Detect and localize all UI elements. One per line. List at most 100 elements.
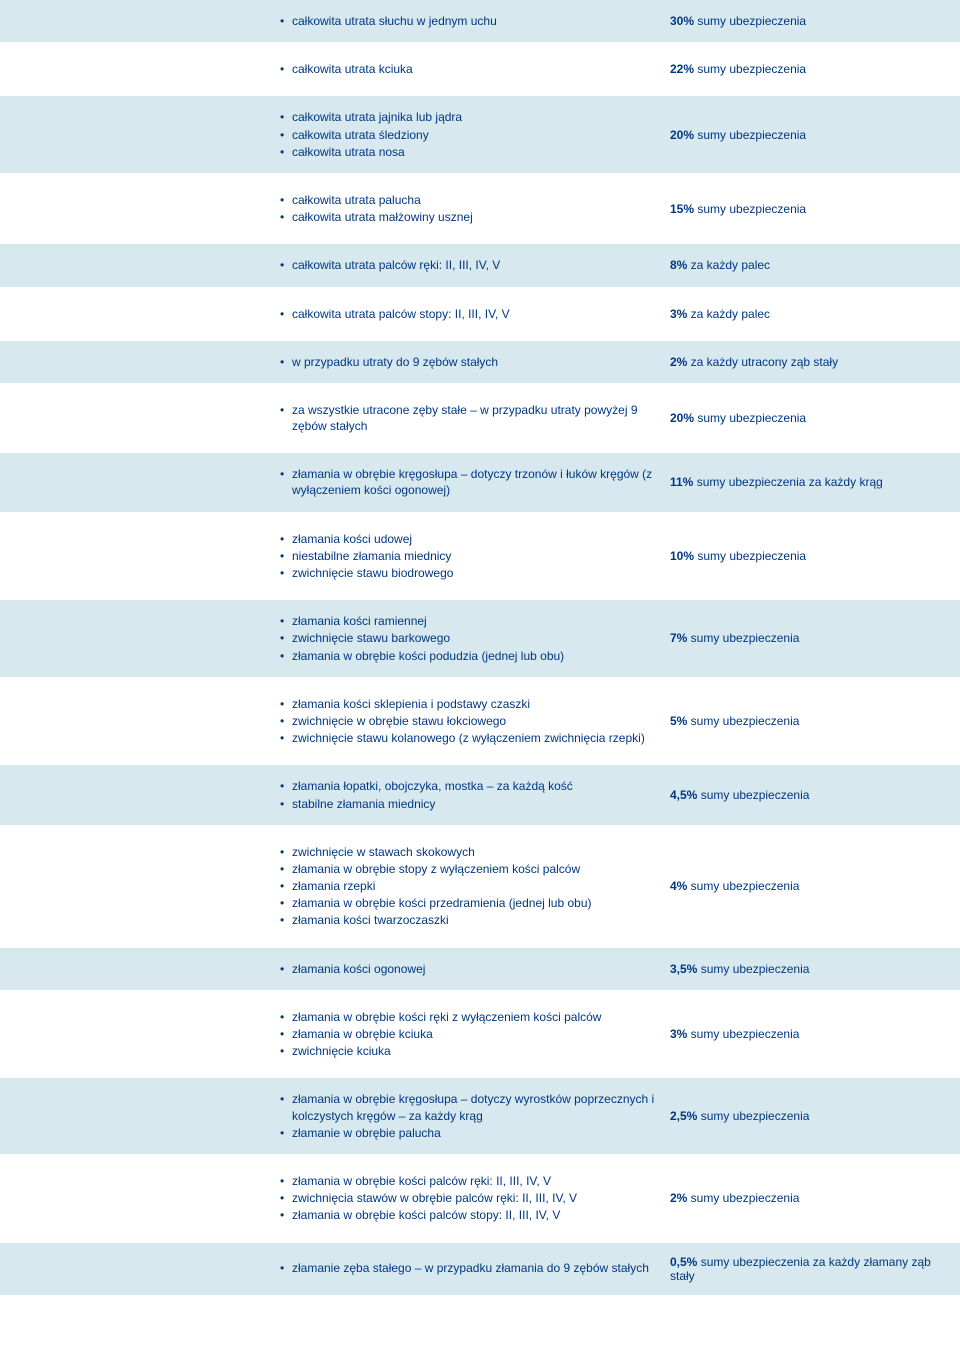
list-item: złamania w obrębie kości palców stopy: I…	[278, 1207, 662, 1223]
description-cell: złamanie zęba stałego – w przypadku złam…	[278, 1247, 670, 1289]
description-cell: złamania kości udowejniestabilne złamani…	[278, 518, 670, 595]
table-row: całkowita utrata palców stopy: II, III, …	[0, 293, 960, 335]
bullet-list: złamania kości udowejniestabilne złamani…	[278, 531, 662, 582]
list-item: złamanie zęba stałego – w przypadku złam…	[278, 1260, 662, 1276]
list-item-text: całkowita utrata palców stopy: II, III, …	[292, 306, 662, 322]
compensation-table: całkowita utrata słuchu w jednym uchu 30%…	[0, 0, 960, 1295]
value-suffix: sumy ubezpieczenia	[687, 714, 799, 728]
list-item-text: złamania w obrębie kości palców ręki: II…	[292, 1173, 662, 1189]
table-row: całkowita utrata palców ręki: II, III, I…	[0, 244, 960, 286]
percent-value: 2%	[670, 355, 687, 369]
percent-value: 30%	[670, 14, 694, 28]
bullet-list: złamania kości ramiennejzwichnięcie staw…	[278, 613, 662, 664]
value-cell: 3% za każdy palec	[670, 295, 960, 333]
bullet-list: całkowita utrata palców stopy: II, III, …	[278, 306, 662, 322]
list-item: całkowita utrata słuchu w jednym uchu	[278, 13, 662, 29]
value-suffix: sumy ubezpieczenia	[687, 631, 799, 645]
list-item-text: całkowita utrata jajnika lub jądra	[292, 109, 662, 125]
value-cell: 0,5% sumy ubezpieczenia za każdy złamany…	[670, 1243, 960, 1295]
list-item-text: złamania kości twarzoczaszki	[292, 912, 662, 928]
description-cell: całkowita utrata palców ręki: II, III, I…	[278, 244, 670, 286]
value-suffix: za każdy utracony ząb stały	[687, 355, 838, 369]
value-cell: 20% sumy ubezpieczenia	[670, 116, 960, 154]
value-cell: 2% sumy ubezpieczenia	[670, 1179, 960, 1217]
description-cell: całkowita utrata palców stopy: II, III, …	[278, 293, 670, 335]
table-row: całkowita utrata słuchu w jednym uchu 30%…	[0, 0, 960, 42]
value-cell: 10% sumy ubezpieczenia	[670, 537, 960, 575]
percent-value: 3%	[670, 1027, 687, 1041]
table-row: złamania w obrębie kości palców ręki: II…	[0, 1160, 960, 1237]
value-suffix: sumy ubezpieczenia	[697, 788, 809, 802]
value-suffix: sumy ubezpieczenia	[687, 1191, 799, 1205]
list-item: całkowita utrata kciuka	[278, 61, 662, 77]
bullet-list: w przypadku utraty do 9 zębów stałych	[278, 354, 662, 370]
list-item-text: zwichnięcie stawu biodrowego	[292, 565, 662, 581]
table-row: całkowita utrata jajnika lub jądra całkow…	[0, 96, 960, 173]
description-cell: za wszystkie utracone zęby stałe – w prz…	[278, 389, 670, 447]
bullet-list: złamania kości sklepienia i podstawy cza…	[278, 696, 662, 747]
table-row: złamania w obrębie kręgosłupa – dotyczy …	[0, 1078, 960, 1154]
list-item-text: złamania łopatki, obojczyka, mostka – za…	[292, 778, 662, 794]
list-item: całkowita utrata nosa	[278, 144, 662, 160]
list-item-text: złamania kości ramiennej	[292, 613, 662, 629]
list-item: całkowita utrata palców ręki: II, III, I…	[278, 257, 662, 273]
list-item: złamania w obrębie kości przedramienia (…	[278, 895, 662, 911]
list-item: zwichnięcia stawów w obrębie palców ręki…	[278, 1190, 662, 1206]
list-item-text: zwichnięcie stawu barkowego	[292, 630, 662, 646]
percent-value: 7%	[670, 631, 687, 645]
description-cell: złamania kości ogonowej	[278, 948, 670, 990]
value-suffix: sumy ubezpieczenia za każdy złamany ząb …	[670, 1255, 931, 1283]
percent-value: 2%	[670, 1191, 687, 1205]
table-row: złamania łopatki, obojczyka, mostka – za…	[0, 765, 960, 824]
percent-value: 10%	[670, 549, 694, 563]
bullet-list: całkowita utrata kciuka	[278, 61, 662, 77]
description-cell: zwichnięcie w stawach skokowychzłamania …	[278, 831, 670, 942]
list-item: zwichnięcie kciuka	[278, 1043, 662, 1059]
table-row: złamania kości ogonowej3,5% sumy ubezpie…	[0, 948, 960, 990]
list-item: złamania w obrębie kości podudzia (jedne…	[278, 648, 662, 664]
list-item: złamania w obrębie stopy z wyłączeniem k…	[278, 861, 662, 877]
list-item: zwichnięcie w obrębie stawu łokciowego	[278, 713, 662, 729]
value-suffix: za każdy palec	[687, 307, 770, 321]
description-cell: całkowita utrata kciuka	[278, 48, 670, 90]
list-item: złamania w obrębie kości ręki z wyłączen…	[278, 1009, 662, 1025]
percent-value: 3%	[670, 307, 687, 321]
list-item: złamania w obrębie kości palców ręki: II…	[278, 1173, 662, 1189]
list-item-text: zwichnięcie stawu kolanowego (z wyłączen…	[292, 730, 662, 746]
value-suffix: sumy ubezpieczenia	[687, 1027, 799, 1041]
list-item: złamania rzepki	[278, 878, 662, 894]
list-item-text: zwichnięcie w obrębie stawu łokciowego	[292, 713, 662, 729]
description-cell: w przypadku utraty do 9 zębów stałych	[278, 341, 670, 383]
description-cell: złamania łopatki, obojczyka, mostka – za…	[278, 765, 670, 824]
percent-value: 5%	[670, 714, 687, 728]
list-item-text: złamania w obrębie stopy z wyłączeniem k…	[292, 861, 662, 877]
description-cell: złamania kości ramiennejzwichnięcie staw…	[278, 600, 670, 677]
description-cell: złamania w obrębie kości ręki z wyłączen…	[278, 996, 670, 1073]
list-item: w przypadku utraty do 9 zębów stałych	[278, 354, 662, 370]
list-item-text: całkowita utrata nosa	[292, 144, 662, 160]
percent-value: 4,5%	[670, 788, 697, 802]
list-item-text: złamania rzepki	[292, 878, 662, 894]
bullet-list: całkowita utrata jajnika lub jądra całkow…	[278, 109, 662, 160]
value-suffix: sumy ubezpieczenia	[697, 1109, 809, 1123]
list-item: zwichnięcie stawu barkowego	[278, 630, 662, 646]
value-cell: 4,5% sumy ubezpieczenia	[670, 776, 960, 814]
value-suffix: sumy ubezpieczenia	[687, 879, 799, 893]
value-suffix: sumy ubezpieczenia	[694, 128, 806, 142]
list-item-text: zwichnięcie w stawach skokowych	[292, 844, 662, 860]
table-row: zwichnięcie w stawach skokowychzłamania …	[0, 831, 960, 942]
list-item-text: złamania kości ogonowej	[292, 961, 662, 977]
percent-value: 15%	[670, 202, 694, 216]
bullet-list: złamanie zęba stałego – w przypadku złam…	[278, 1260, 662, 1276]
bullet-list: zwichnięcie w stawach skokowychzłamania …	[278, 844, 662, 929]
bullet-list: złamania kości ogonowej	[278, 961, 662, 977]
bullet-list: złamania łopatki, obojczyka, mostka – za…	[278, 778, 662, 811]
bullet-list: całkowita utrata słuchu w jednym uchu	[278, 13, 662, 29]
value-suffix: za każdy palec	[687, 258, 770, 272]
list-item: niestabilne złamania miednicy	[278, 548, 662, 564]
value-suffix: sumy ubezpieczenia	[694, 549, 806, 563]
table-row: złamania kości sklepienia i podstawy cza…	[0, 683, 960, 760]
list-item-text: złamanie w obrębie palucha	[292, 1125, 662, 1141]
value-cell: 2,5% sumy ubezpieczenia	[670, 1097, 960, 1135]
list-item-text: zwichnięcia stawów w obrębie palców ręki…	[292, 1190, 662, 1206]
